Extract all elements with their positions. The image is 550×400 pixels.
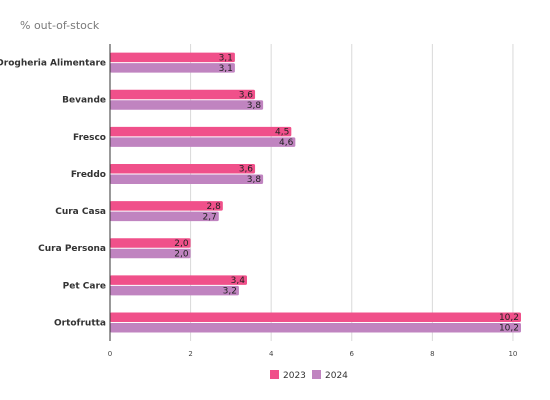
- category-label: Cura Persona: [38, 244, 106, 254]
- legend-label: 2023: [283, 371, 306, 381]
- data-label: 4,6: [279, 138, 294, 148]
- data-label: 2,0: [174, 249, 189, 259]
- data-label: 3,6: [239, 165, 254, 175]
- bar-2023: [110, 201, 223, 211]
- x-tick-label: 0: [108, 350, 112, 358]
- bar-2024: [110, 174, 264, 184]
- bar-2024: [110, 322, 521, 333]
- x-tick-label: 10: [508, 350, 517, 358]
- bar-2023: [110, 89, 256, 100]
- category-label: Bevande: [62, 96, 106, 106]
- data-label: 3,8: [247, 101, 262, 111]
- data-label: 10,2: [499, 324, 519, 334]
- x-tick-label: 2: [188, 350, 192, 358]
- data-label: 2,7: [202, 212, 216, 222]
- legend-swatch-2023: [270, 370, 279, 379]
- data-label: 4,5: [275, 128, 289, 138]
- data-label: 10,2: [499, 313, 519, 323]
- data-label: 3,1: [219, 64, 233, 74]
- bar-2023: [110, 126, 292, 137]
- legend-label: 2024: [325, 371, 348, 381]
- chart-subtitle: % out-of-stock: [20, 19, 100, 32]
- data-label: 3,2: [223, 287, 237, 297]
- bar-2024: [110, 100, 264, 110]
- bar-2023: [110, 312, 521, 322]
- bar-2023: [110, 238, 191, 248]
- category-label: Fresco: [73, 133, 106, 143]
- x-tick-label: 8: [430, 350, 434, 358]
- bar-2024: [110, 285, 239, 296]
- data-label: 3,4: [231, 276, 246, 286]
- bar-2023: [110, 163, 256, 174]
- bar-2023: [110, 52, 235, 63]
- legend-swatch-2024: [312, 370, 321, 379]
- category-label: Cura Casa: [55, 207, 106, 217]
- data-label: 2,0: [174, 239, 189, 249]
- bar-2023: [110, 275, 247, 285]
- category-label: Freddo: [71, 170, 106, 180]
- x-tick-label: 4: [269, 350, 274, 358]
- bar-2024: [110, 137, 296, 147]
- data-label: 3,6: [239, 90, 254, 100]
- data-label: 3,1: [219, 53, 233, 63]
- x-tick-label: 6: [350, 350, 355, 358]
- bar-2024: [110, 211, 219, 222]
- category-label: Ortofrutta: [54, 318, 106, 328]
- category-label: Pet Care: [63, 281, 106, 291]
- bar-2024: [110, 63, 235, 73]
- data-label: 2,8: [206, 202, 221, 212]
- data-label: 3,8: [247, 175, 262, 185]
- bar-2024: [110, 248, 191, 259]
- category-label: Drogheria Alimentare: [0, 59, 106, 69]
